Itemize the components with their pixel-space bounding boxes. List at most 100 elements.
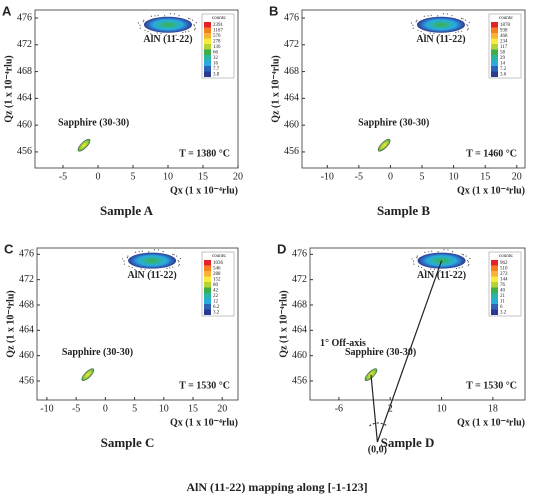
peak [144, 16, 192, 33]
noise-dot [466, 24, 468, 26]
noise-dot [175, 34, 177, 36]
peak [128, 252, 177, 269]
noise-dot [173, 13, 175, 15]
noise-dot [467, 25, 469, 27]
y-tick-label: 476 [19, 249, 34, 260]
colorbar-label: 21 [500, 294, 506, 299]
colorbar-label: 1036 [213, 261, 224, 266]
noise-dot [410, 22, 413, 24]
noise-dot [173, 254, 175, 256]
noise-dot [424, 251, 426, 253]
noise-dot [466, 260, 469, 262]
noise-dot [169, 267, 171, 269]
y-tick-label: 460 [19, 350, 34, 361]
colorbar-label: 22 [213, 294, 219, 299]
noise-dot [148, 251, 150, 253]
noise-dot [121, 258, 124, 260]
noise-dot [150, 15, 152, 17]
noise-dot [416, 257, 418, 259]
origin-ray [376, 260, 443, 443]
colorbar-swatch [491, 309, 498, 315]
panel-letter: A [2, 3, 12, 18]
x-tick-label: -5 [355, 171, 363, 182]
x-tick-label: 0 [388, 171, 393, 182]
colorbar-label: 1878 [500, 23, 511, 28]
y-axis-label: Qz (1 x 10⁻⁴rlu) [5, 290, 16, 357]
noise-dot [451, 251, 454, 253]
colorbar-label: 962 [500, 261, 508, 266]
y-tick-label: 464 [17, 93, 32, 104]
colorbar-label: 3.2 [213, 310, 220, 315]
caption: Sample D [381, 435, 435, 450]
noise-dot [420, 30, 422, 33]
noise-dot [123, 263, 125, 265]
noise-dot [412, 27, 414, 29]
colorbar-swatch [204, 260, 211, 266]
y-tick-label: 460 [292, 350, 307, 361]
noise-dot [139, 24, 141, 26]
colorbar-label: 1167 [213, 28, 223, 33]
noise-dot [467, 27, 469, 30]
noise-dot [412, 24, 414, 26]
peak [377, 138, 391, 152]
noise-dot [415, 21, 417, 23]
colorbar-swatch [204, 282, 211, 288]
y-tick-label: 468 [284, 66, 299, 77]
x-tick-label: 15 [188, 403, 198, 414]
x-tick-label: 20 [512, 171, 522, 182]
noise-dot [179, 257, 182, 260]
origin-ray [370, 374, 378, 443]
noise-dot [442, 13, 445, 15]
colorbar-swatch [204, 33, 211, 39]
noise-dot [177, 260, 179, 262]
caption: Sample C [101, 435, 155, 450]
colorbar-title: counts: [499, 16, 513, 21]
noise-dot [429, 32, 431, 34]
x-tick-label: 5 [132, 403, 137, 414]
colorbar-label: 570 [213, 34, 221, 39]
x-tick-label: 0 [103, 403, 108, 414]
noise-dot [188, 30, 190, 32]
colorbar-label: 3.6 [500, 72, 507, 77]
temperature: T = 1530 °C [466, 380, 517, 391]
noise-dot [127, 255, 129, 257]
colorbar-swatch [491, 265, 498, 271]
noise-dot [194, 25, 196, 27]
colorbar-swatch [204, 66, 211, 72]
x-tick-label: 10 [163, 171, 173, 182]
noise-dot [427, 15, 429, 17]
noise-dot [465, 255, 467, 257]
colorbar-title: counts: [212, 16, 226, 21]
x-tick-label: 10 [159, 403, 169, 414]
colorbar-label: 546 [213, 266, 221, 271]
noise-dot [464, 19, 467, 21]
y-tick-label: 472 [19, 274, 34, 285]
colorbar-swatch [204, 298, 211, 304]
colorbar-swatch [204, 271, 211, 277]
noise-dot [193, 24, 195, 26]
noise-dot [159, 270, 161, 272]
noise-dot [433, 268, 436, 270]
x-tick-label: 2 [388, 403, 393, 414]
plot-frame [34, 9, 239, 169]
peak-label: AlN (11-22) [128, 270, 177, 281]
noise-dot [142, 21, 144, 23]
colorbar-swatch [204, 276, 211, 282]
panel-letter: C [4, 241, 14, 256]
noise-dot [428, 251, 430, 253]
noise-dot [156, 32, 158, 34]
y-tick-label: 472 [284, 39, 299, 50]
temperature: T = 1460 °C [466, 148, 517, 159]
colorbar-label: 29 [500, 56, 506, 61]
noise-dot [126, 257, 128, 259]
x-tick-label: 15 [198, 171, 208, 182]
y-tick-label: 464 [292, 325, 307, 336]
peak-label: Sapphire (30-30) [62, 347, 133, 358]
peak-label: AlN (11-22) [143, 34, 192, 45]
colorbar-label: 66 [213, 50, 219, 55]
x-tick-label: -10 [40, 403, 53, 414]
noise-dot [150, 270, 152, 272]
y-tick-label: 464 [19, 325, 34, 336]
peak [81, 368, 95, 381]
